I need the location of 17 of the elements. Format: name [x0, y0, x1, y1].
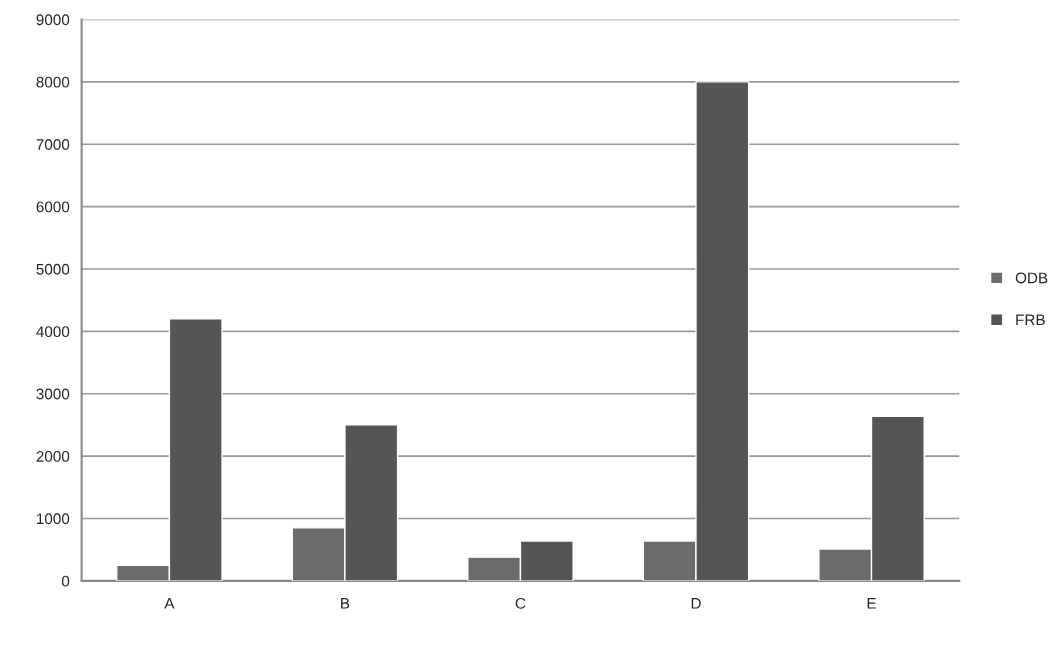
y-tick-label: 8000 — [36, 76, 70, 88]
x-tick-label: D — [691, 598, 701, 609]
x-tick-label: E — [867, 598, 876, 609]
x-tick-label: C — [515, 597, 526, 609]
legend-label: FRB — [1016, 314, 1045, 326]
x-tick-label: B — [341, 598, 350, 609]
y-tick-label: 7000 — [36, 139, 70, 150]
y-tick-label: 1000 — [37, 513, 70, 525]
y-tick-label: 4000 — [36, 326, 70, 338]
y-tick-label: 2000 — [36, 450, 70, 462]
y-tick-label: 6000 — [36, 201, 70, 213]
y-tick-label: 0 — [61, 575, 70, 587]
y-tick-label: 9000 — [36, 14, 70, 26]
legend-label: ODB — [1015, 272, 1048, 284]
y-tick-label: 5000 — [36, 263, 70, 275]
y-tick-label: 3000 — [36, 388, 70, 400]
x-tick-label: A — [164, 598, 175, 609]
